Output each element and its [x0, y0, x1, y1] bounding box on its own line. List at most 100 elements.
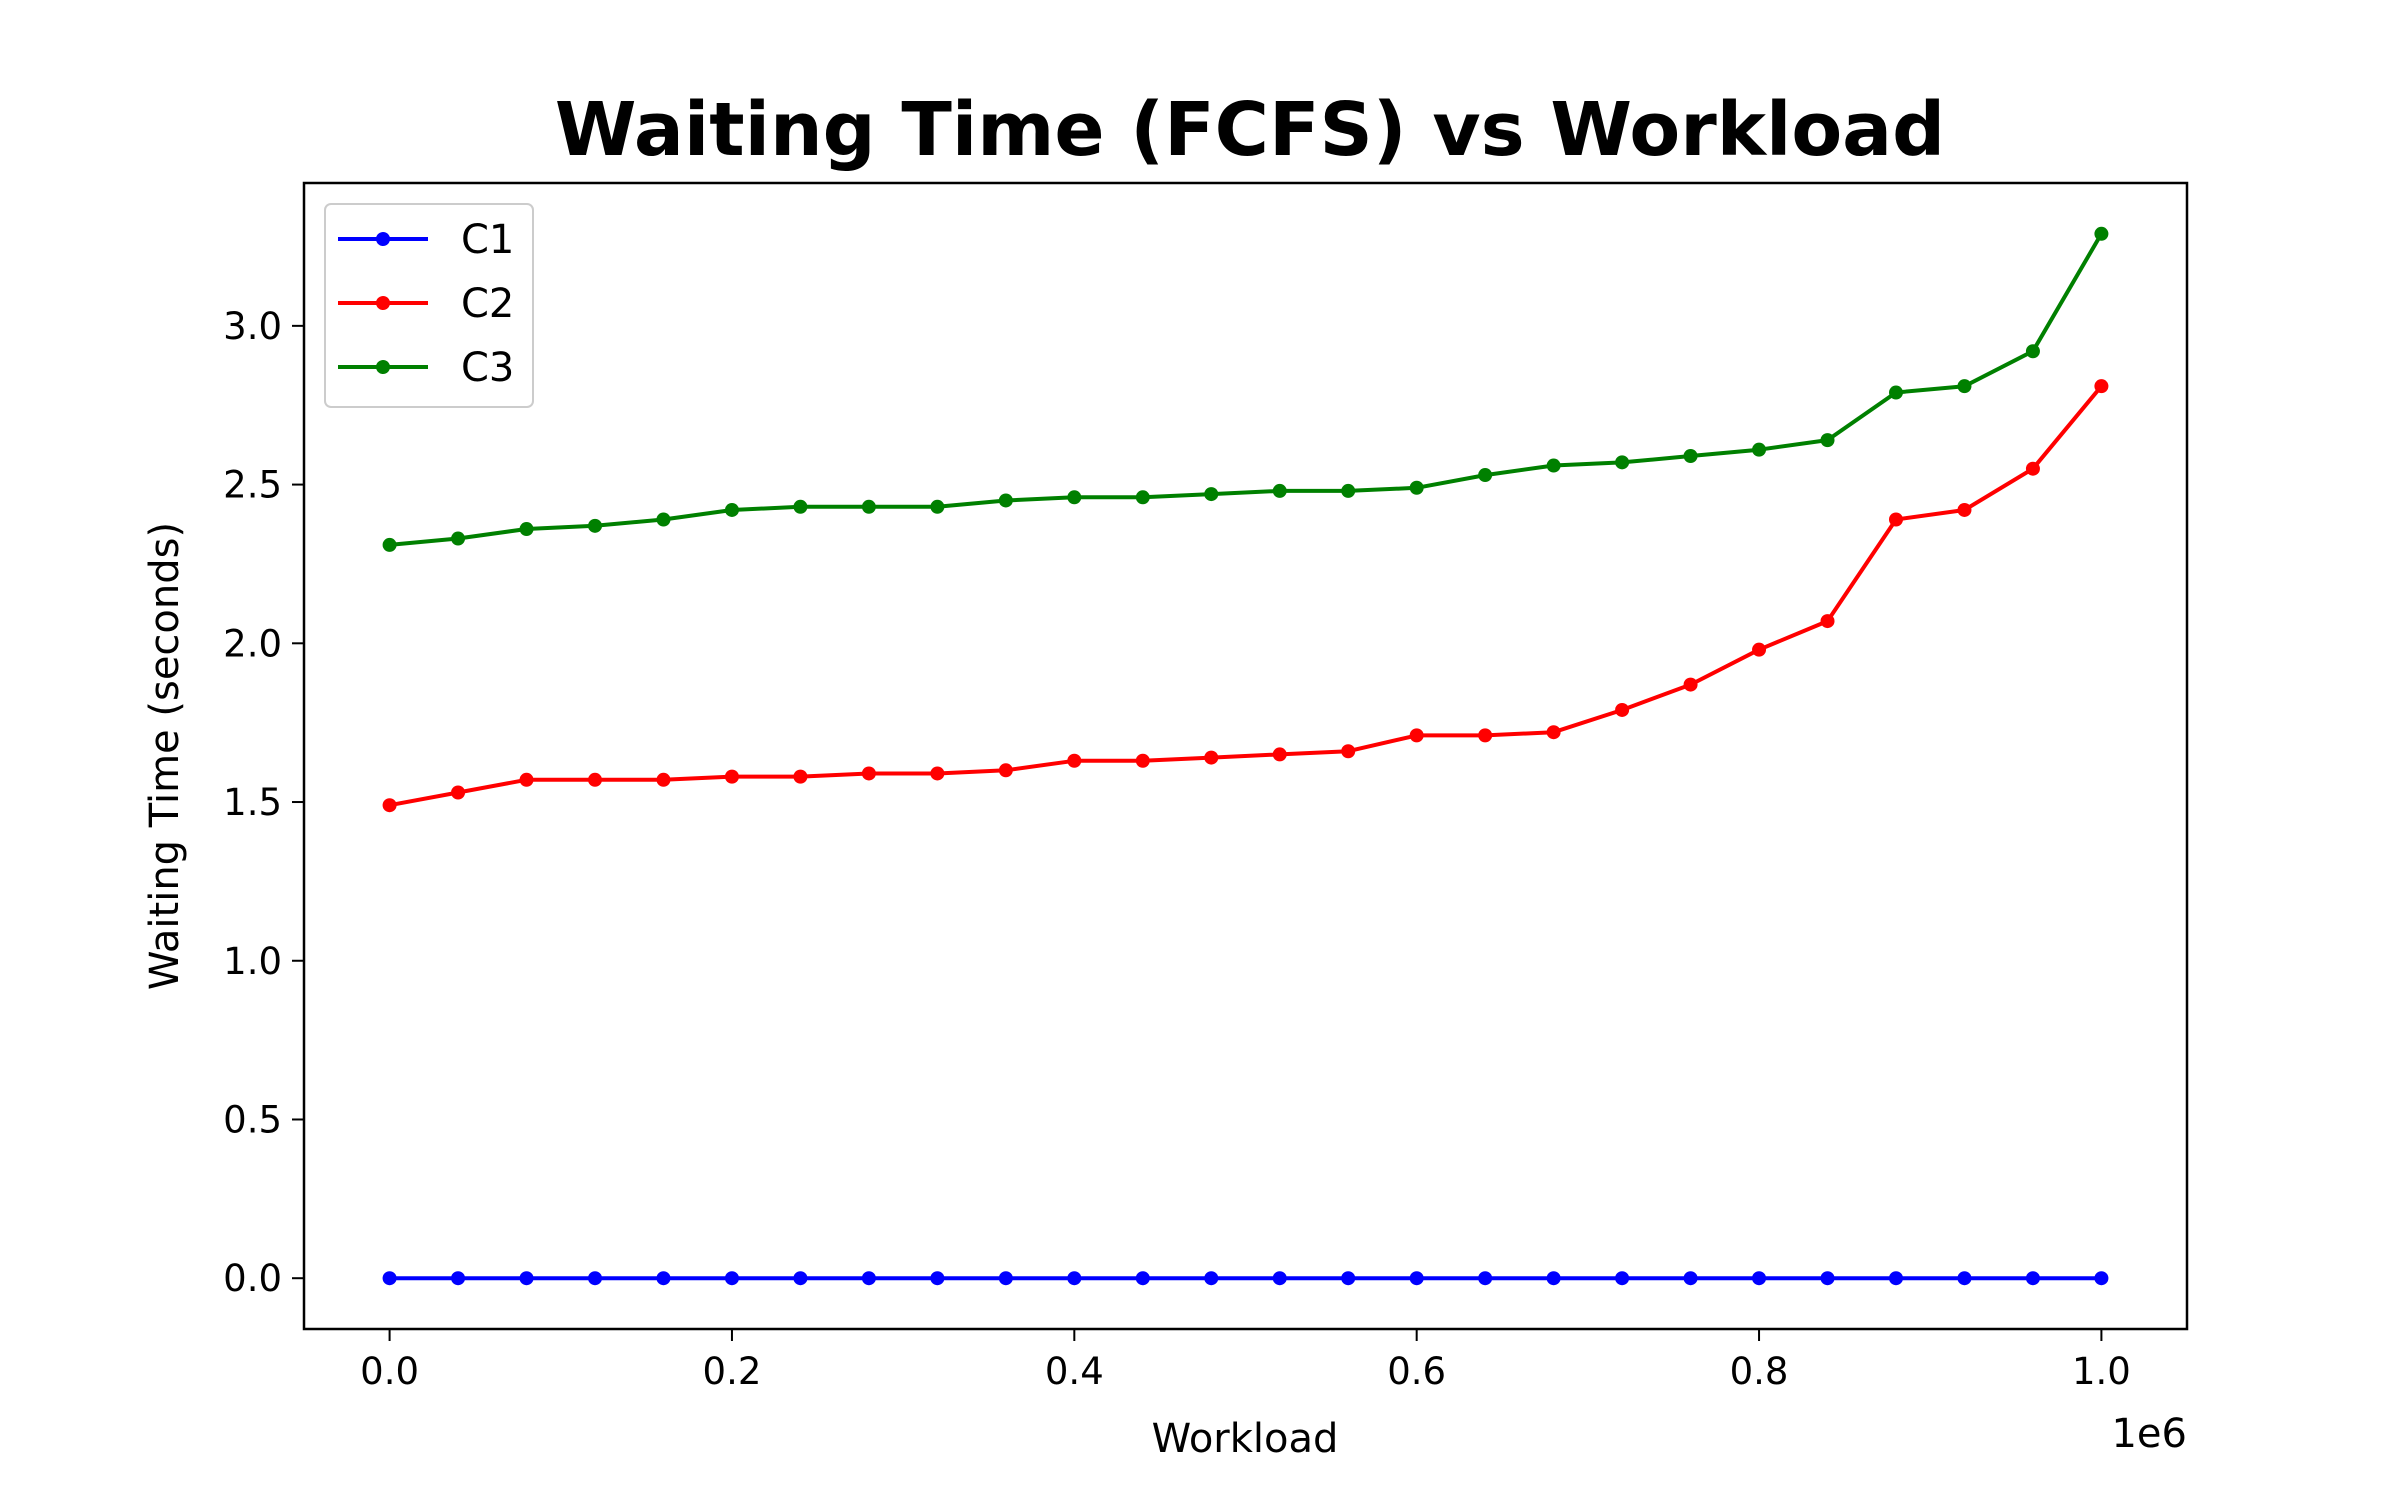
- data-point-c3: [1615, 455, 1630, 470]
- y-tick-label: 0.5: [223, 1098, 282, 1141]
- data-point-c2: [1478, 728, 1493, 743]
- x-tick-label: 0.6: [1387, 1350, 1446, 1393]
- legend-label-c1: C1: [461, 217, 514, 263]
- data-point-c2: [724, 769, 739, 784]
- plot-frame: [302, 181, 2189, 1331]
- data-point-c3: [930, 499, 945, 514]
- legend-label-c2: C2: [461, 281, 514, 327]
- data-point-c3: [1409, 480, 1424, 495]
- x-axis-label: Workload: [1152, 1416, 1339, 1462]
- data-point-c1: [793, 1271, 808, 1286]
- data-point-c2: [998, 763, 1013, 778]
- data-point-c2: [451, 785, 466, 800]
- data-point-c2: [1409, 728, 1424, 743]
- series-line-c2: [389, 384, 2103, 808]
- data-point-c1: [451, 1271, 466, 1286]
- data-point-c2: [1272, 747, 1287, 762]
- data-point-c2: [2094, 379, 2109, 394]
- data-point-c1: [1272, 1271, 1287, 1286]
- data-point-c2: [1957, 502, 1972, 517]
- data-point-c1: [930, 1271, 945, 1286]
- x-tick-label: 0.4: [1045, 1350, 1104, 1393]
- data-point-c1: [1683, 1271, 1698, 1286]
- series-c1: [382, 1271, 2109, 1286]
- data-point-c2: [1752, 642, 1767, 657]
- y-tick-label: 1.0: [223, 940, 282, 983]
- data-point-c2: [382, 798, 397, 813]
- data-point-c3: [382, 537, 397, 552]
- data-point-c2: [1135, 753, 1150, 768]
- x-tick-label: 0.8: [1730, 1350, 1789, 1393]
- data-point-c1: [1888, 1271, 1903, 1286]
- data-point-c1: [998, 1271, 1013, 1286]
- data-point-c1: [861, 1271, 876, 1286]
- legend-box: [324, 203, 534, 408]
- x-tick-label: 1.0: [2072, 1350, 2131, 1393]
- legend: C1 C2 C3: [324, 203, 534, 408]
- data-point-c3: [1272, 483, 1287, 498]
- data-point-c1: [656, 1271, 671, 1286]
- data-point-c3: [656, 512, 671, 527]
- data-point-c2: [793, 769, 808, 784]
- data-point-c3: [1888, 385, 1903, 400]
- data-point-c3: [588, 518, 603, 533]
- x-offset-label: 1e6: [2111, 1411, 2187, 1457]
- legend-marker-c2: [376, 296, 390, 310]
- data-point-c1: [519, 1271, 534, 1286]
- data-point-c3: [724, 502, 739, 517]
- data-point-c1: [1409, 1271, 1424, 1286]
- data-point-c3: [1957, 379, 1972, 394]
- x-tick-label: 0.0: [360, 1350, 419, 1393]
- data-point-c2: [1067, 753, 1082, 768]
- data-point-c2: [1341, 744, 1356, 759]
- data-point-c3: [519, 522, 534, 537]
- data-point-c1: [1341, 1271, 1356, 1286]
- data-point-c2: [1204, 750, 1219, 765]
- x-tick-label: 0.2: [703, 1350, 762, 1393]
- data-point-c3: [1752, 442, 1767, 457]
- data-point-c1: [2094, 1271, 2109, 1286]
- data-point-c3: [1820, 433, 1835, 448]
- data-point-c1: [1820, 1271, 1835, 1286]
- y-tick-label: 3.0: [223, 305, 282, 348]
- data-point-c3: [1204, 487, 1219, 502]
- data-point-c3: [1478, 468, 1493, 483]
- data-point-c2: [1683, 677, 1698, 692]
- legend-marker-c1: [376, 232, 390, 246]
- legend-label-c3: C3: [461, 345, 514, 391]
- legend-item-c3: C3: [338, 345, 514, 391]
- series-c3: [382, 226, 2109, 552]
- legend-item-c2: C2: [338, 281, 514, 327]
- plot-area: [382, 226, 2109, 1286]
- data-point-c3: [2094, 226, 2109, 241]
- data-point-c3: [1135, 490, 1150, 505]
- legend-item-c1: C1: [338, 217, 514, 263]
- data-point-c3: [1067, 490, 1082, 505]
- data-point-c1: [724, 1271, 739, 1286]
- data-point-c2: [1888, 512, 1903, 527]
- data-point-c3: [1546, 458, 1561, 473]
- y-axis-label: Waiting Time (seconds): [142, 522, 188, 990]
- data-point-c1: [1546, 1271, 1561, 1286]
- data-point-c2: [861, 766, 876, 781]
- data-point-c1: [1135, 1271, 1150, 1286]
- data-point-c3: [451, 531, 466, 546]
- y-tick-label: 0.0: [223, 1257, 282, 1300]
- data-point-c2: [1615, 702, 1630, 717]
- y-axis: 0.0 0.5 1.0 1.5 2.0 2.5 3.0: [223, 305, 304, 1300]
- data-point-c2: [930, 766, 945, 781]
- legend-marker-c3: [376, 360, 390, 374]
- data-point-c3: [1341, 483, 1356, 498]
- data-point-c1: [1067, 1271, 1082, 1286]
- series-line-c3: [389, 232, 2104, 547]
- y-tick-label: 1.5: [223, 781, 282, 824]
- data-point-c3: [793, 499, 808, 514]
- series-c2: [382, 379, 2109, 813]
- data-point-c1: [588, 1271, 603, 1286]
- data-point-c3: [2025, 344, 2040, 359]
- y-tick-label: 2.0: [223, 622, 282, 665]
- data-point-c1: [1615, 1271, 1630, 1286]
- data-point-c1: [1478, 1271, 1493, 1286]
- data-point-c2: [588, 772, 603, 787]
